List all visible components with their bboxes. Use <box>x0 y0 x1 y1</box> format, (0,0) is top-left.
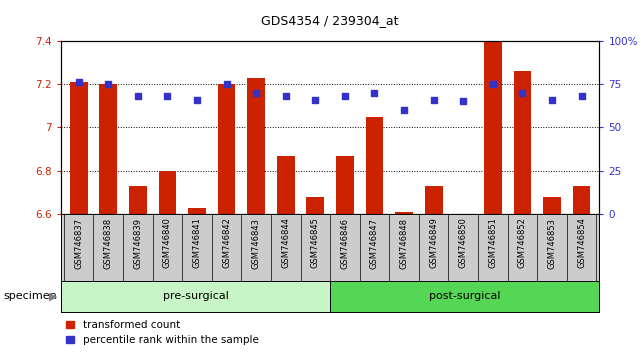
Point <box>162 93 172 99</box>
Point <box>103 81 113 87</box>
Bar <box>70 82 88 214</box>
Point <box>251 90 262 96</box>
Text: pre-surgical: pre-surgical <box>163 291 228 302</box>
Point <box>458 98 469 104</box>
Text: GSM746850: GSM746850 <box>459 217 468 268</box>
Point <box>310 97 320 103</box>
Text: GSM746851: GSM746851 <box>488 217 497 268</box>
Point <box>369 90 379 96</box>
Text: GSM746838: GSM746838 <box>104 217 113 269</box>
Point <box>547 97 557 103</box>
Text: GSM746845: GSM746845 <box>311 217 320 268</box>
Bar <box>395 212 413 214</box>
Bar <box>365 116 383 214</box>
Bar <box>513 71 531 214</box>
Point <box>133 93 143 99</box>
Bar <box>158 171 176 214</box>
Point <box>221 81 231 87</box>
Text: GSM746842: GSM746842 <box>222 217 231 268</box>
Point <box>429 97 439 103</box>
Point <box>488 81 498 87</box>
Bar <box>306 197 324 214</box>
Text: GSM746840: GSM746840 <box>163 217 172 268</box>
Point <box>192 97 202 103</box>
Bar <box>543 197 561 214</box>
Bar <box>129 186 147 214</box>
Bar <box>572 186 590 214</box>
Text: GSM746841: GSM746841 <box>192 217 201 268</box>
Bar <box>99 84 117 214</box>
Text: GSM746839: GSM746839 <box>133 217 142 269</box>
Text: GSM746854: GSM746854 <box>577 217 586 268</box>
Bar <box>247 78 265 214</box>
Bar <box>425 186 442 214</box>
Text: GSM746843: GSM746843 <box>252 217 261 269</box>
Text: ▶: ▶ <box>49 291 58 302</box>
Point <box>340 93 350 99</box>
Bar <box>188 208 206 214</box>
Point <box>399 107 409 113</box>
Point <box>576 93 587 99</box>
Bar <box>484 41 502 214</box>
Text: post-surgical: post-surgical <box>429 291 501 302</box>
Text: specimen: specimen <box>3 291 57 302</box>
Bar <box>218 84 235 214</box>
Text: GSM746847: GSM746847 <box>370 217 379 269</box>
Text: GSM746837: GSM746837 <box>74 217 83 269</box>
Text: GSM746848: GSM746848 <box>399 217 408 269</box>
Legend: transformed count, percentile rank within the sample: transformed count, percentile rank withi… <box>66 320 259 345</box>
Point <box>74 80 84 85</box>
Bar <box>277 156 295 214</box>
Text: GDS4354 / 239304_at: GDS4354 / 239304_at <box>262 13 399 27</box>
Text: GSM746849: GSM746849 <box>429 217 438 268</box>
Point <box>517 90 528 96</box>
Text: GSM746846: GSM746846 <box>340 217 349 269</box>
Bar <box>330 281 599 312</box>
Text: GSM746853: GSM746853 <box>547 217 556 269</box>
Text: GSM746844: GSM746844 <box>281 217 290 268</box>
Bar <box>61 281 330 312</box>
Point <box>281 93 291 99</box>
Text: GSM746852: GSM746852 <box>518 217 527 268</box>
Bar <box>336 156 354 214</box>
